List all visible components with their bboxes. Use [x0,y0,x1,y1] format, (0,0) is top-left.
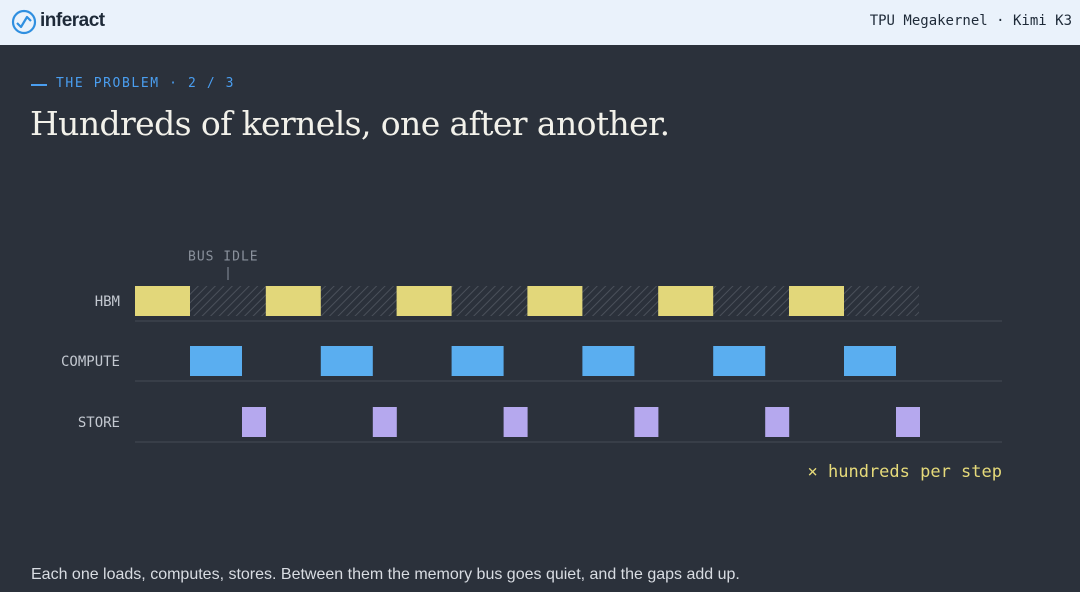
row-label: COMPUTE [61,354,120,370]
compute-block [451,346,504,376]
load-block [789,286,844,316]
store-block [372,407,397,437]
title: Hundreds of kernels, one after another. [30,104,670,143]
row-label: HBM [95,294,120,310]
caption: Each one loads, computes, stores. Betwee… [31,566,740,583]
load-block [527,286,583,316]
compute-block [190,346,242,376]
load-block [658,286,714,316]
note: × hundreds per step [808,462,1002,482]
store-block [765,407,790,437]
header: inferact TPU Megakernel · Kimi K3 [0,0,1080,45]
store-block [634,407,659,437]
bus-idle-label: BUS IDLE [188,250,259,265]
compute-block [320,346,373,376]
compute-block [844,346,896,376]
row-label: STORE [78,415,120,431]
eyebrow: THE PROBLEM · 2 / 3 [56,76,236,91]
store-block [242,407,266,437]
store-block [503,407,528,437]
load-block [135,286,190,316]
brand[interactable]: inferact [40,10,105,31]
compute-block [582,346,635,376]
load-block [265,286,321,316]
load-block [396,286,452,316]
context: TPU Megakernel · Kimi K3 [869,13,1072,29]
store-block [896,407,920,437]
compute-block [713,346,766,376]
logo [11,9,37,35]
eyebrow-dash [31,84,47,86]
diagram: BUS IDLE × hundreds per step HBM COMPUTE S… [61,250,1002,482]
